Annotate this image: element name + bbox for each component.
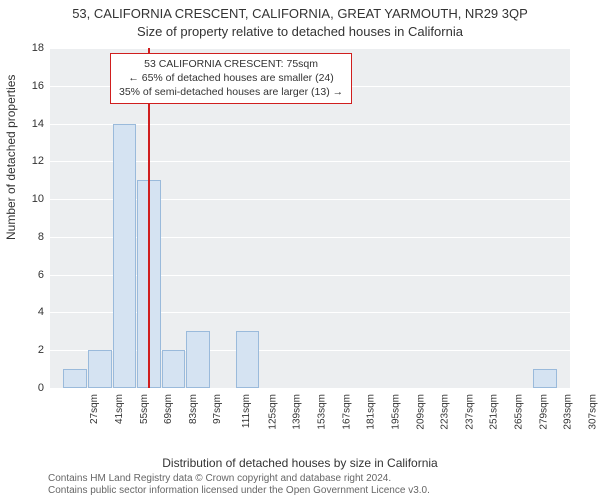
- x-tick-label: 153sqm: [317, 394, 328, 430]
- x-tick-label: 69sqm: [163, 394, 174, 424]
- gridline-h: [50, 388, 570, 389]
- x-tick-label: 111sqm: [241, 394, 252, 428]
- x-tick-label: 307sqm: [588, 394, 599, 430]
- y-tick-label: 12: [14, 155, 44, 167]
- y-tick-label: 10: [14, 193, 44, 205]
- x-tick-label: 181sqm: [366, 394, 377, 430]
- annotation-line3: 35% of semi-detached houses are larger (…: [119, 85, 343, 99]
- x-tick-label: 97sqm: [212, 394, 223, 424]
- y-tick-label: 2: [14, 344, 44, 356]
- x-tick-label: 223sqm: [440, 394, 451, 430]
- histogram-bar: [88, 350, 112, 388]
- attribution-line2: Contains public sector information licen…: [48, 485, 430, 497]
- y-tick-label: 4: [14, 306, 44, 318]
- x-tick-label: 209sqm: [415, 394, 426, 430]
- x-tick-label: 265sqm: [514, 394, 525, 430]
- x-tick-label: 41sqm: [114, 394, 125, 424]
- histogram-bar: [162, 350, 186, 388]
- histogram-bar: [533, 369, 557, 388]
- histogram-bar: [186, 331, 210, 388]
- attribution-line1: Contains HM Land Registry data © Crown c…: [48, 473, 430, 485]
- histogram-bar: [236, 331, 260, 388]
- chart-title-address: 53, CALIFORNIA CRESCENT, CALIFORNIA, GRE…: [0, 6, 600, 21]
- x-tick-label: 251sqm: [489, 394, 500, 430]
- x-axis-label: Distribution of detached houses by size …: [0, 456, 600, 470]
- attribution-text: Contains HM Land Registry data © Crown c…: [48, 473, 430, 497]
- y-tick-label: 8: [14, 231, 44, 243]
- annotation-line1: 53 CALIFORNIA CRESCENT: 75sqm: [119, 57, 343, 71]
- x-tick-label: 139sqm: [292, 394, 303, 430]
- x-tick-label: 293sqm: [563, 394, 574, 430]
- x-tick-label: 167sqm: [341, 394, 352, 430]
- x-tick-label: 83sqm: [188, 394, 199, 424]
- gridline-h: [50, 48, 570, 49]
- annotation-box: 53 CALIFORNIA CRESCENT: 75sqm ← 65% of d…: [110, 53, 352, 104]
- chart-title-subtitle: Size of property relative to detached ho…: [0, 24, 600, 39]
- x-tick-label: 125sqm: [267, 394, 278, 430]
- x-tick-label: 27sqm: [89, 394, 100, 424]
- y-tick-label: 14: [14, 118, 44, 130]
- annotation-line2: ← 65% of detached houses are smaller (24…: [119, 71, 343, 85]
- x-tick-label: 237sqm: [464, 394, 475, 430]
- x-tick-label: 279sqm: [538, 394, 549, 430]
- y-tick-label: 6: [14, 269, 44, 281]
- x-tick-label: 55sqm: [139, 394, 150, 424]
- histogram-bar: [63, 369, 87, 388]
- histogram-bar: [113, 124, 137, 388]
- y-tick-label: 18: [14, 42, 44, 54]
- y-tick-label: 16: [14, 80, 44, 92]
- plot-area: 53 CALIFORNIA CRESCENT: 75sqm ← 65% of d…: [50, 48, 570, 388]
- x-tick-label: 195sqm: [390, 394, 401, 430]
- y-tick-label: 0: [14, 382, 44, 394]
